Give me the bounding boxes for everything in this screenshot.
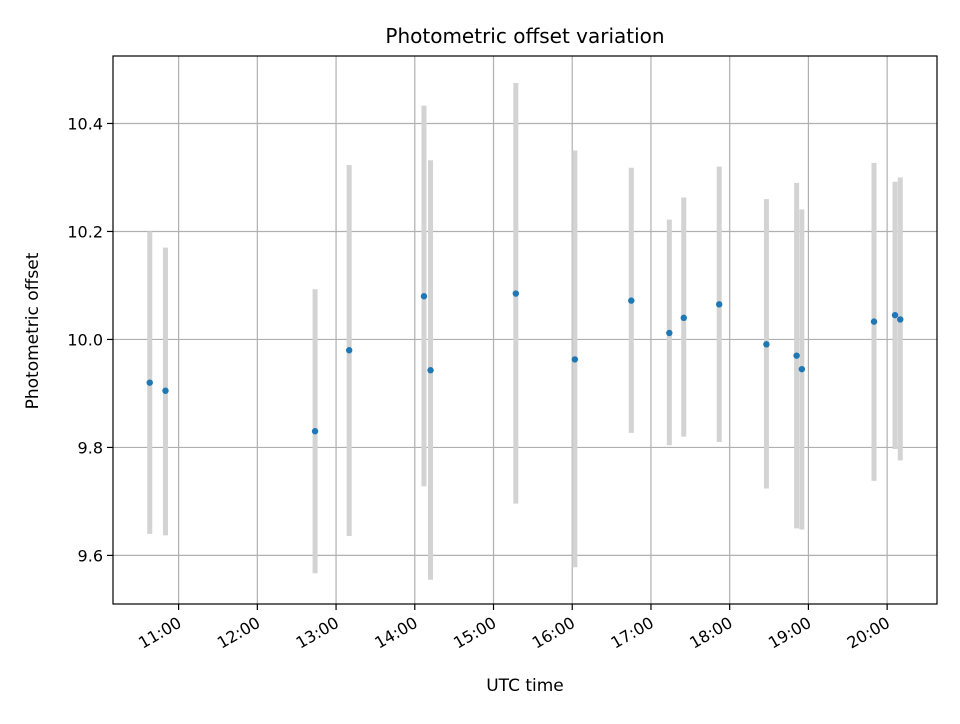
data-point-10 [680,314,687,322]
y-tick-label: 9.6 [78,546,103,565]
data-point-12 [763,341,770,348]
data-points [146,290,904,435]
y-tick-label: 10.2 [67,222,103,241]
data-point-7 [571,356,579,363]
y-tick-label: 9.8 [78,438,103,457]
x-axis-title: UTC time [486,676,564,696]
data-point-0 [146,379,153,386]
data-point-6 [512,290,520,297]
chart-title: Photometric offset variation [385,24,664,48]
y-tick-label: 10.0 [67,330,103,349]
data-point-8 [628,297,635,304]
data-point-11 [715,301,723,308]
y-axis-title: Photometric offset [23,252,43,409]
data-point-13 [793,352,800,359]
data-point-2 [311,428,319,435]
y-tick-label: 10.4 [67,114,103,133]
plot-frame [112,55,938,605]
data-point-9 [666,329,673,337]
data-point-14 [798,365,806,373]
data-point-1 [162,387,169,394]
data-point-5 [427,367,434,374]
data-point-17 [897,316,904,323]
data-point-15 [870,318,878,325]
data-point-16 [891,311,899,319]
data-point-4 [420,293,428,300]
data-point-3 [345,347,353,354]
